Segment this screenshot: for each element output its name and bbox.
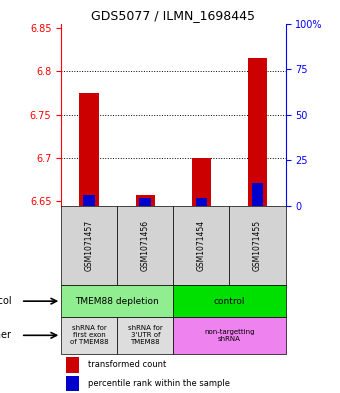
FancyBboxPatch shape — [117, 317, 173, 354]
Title: GDS5077 / ILMN_1698445: GDS5077 / ILMN_1698445 — [91, 9, 255, 22]
FancyBboxPatch shape — [173, 285, 286, 317]
Text: GSM1071454: GSM1071454 — [197, 220, 206, 271]
Text: GSM1071455: GSM1071455 — [253, 220, 262, 271]
Text: shRNA for
3'UTR of
TMEM88: shRNA for 3'UTR of TMEM88 — [128, 325, 163, 345]
Bar — [80, 93, 99, 206]
FancyBboxPatch shape — [230, 206, 286, 285]
Bar — [252, 183, 264, 206]
Bar — [195, 198, 207, 206]
Bar — [66, 376, 79, 391]
FancyBboxPatch shape — [61, 317, 117, 354]
FancyBboxPatch shape — [173, 206, 230, 285]
Bar — [139, 198, 151, 206]
Bar — [83, 195, 95, 206]
Bar — [66, 357, 79, 373]
Bar — [248, 58, 267, 206]
FancyBboxPatch shape — [61, 285, 173, 317]
Bar — [136, 195, 155, 206]
Text: control: control — [214, 297, 245, 306]
Text: GSM1071456: GSM1071456 — [141, 220, 150, 271]
FancyBboxPatch shape — [117, 206, 173, 285]
FancyBboxPatch shape — [173, 317, 286, 354]
Text: shRNA for
first exon
of TMEM88: shRNA for first exon of TMEM88 — [70, 325, 108, 345]
Text: GSM1071457: GSM1071457 — [85, 220, 94, 271]
Text: percentile rank within the sample: percentile rank within the sample — [88, 379, 230, 388]
Text: other: other — [0, 331, 12, 340]
Text: TMEM88 depletion: TMEM88 depletion — [75, 297, 159, 306]
Text: protocol: protocol — [0, 296, 12, 306]
Text: non-targetting
shRNA: non-targetting shRNA — [204, 329, 255, 342]
Bar — [192, 158, 211, 206]
Text: transformed count: transformed count — [88, 360, 166, 369]
FancyBboxPatch shape — [61, 206, 117, 285]
